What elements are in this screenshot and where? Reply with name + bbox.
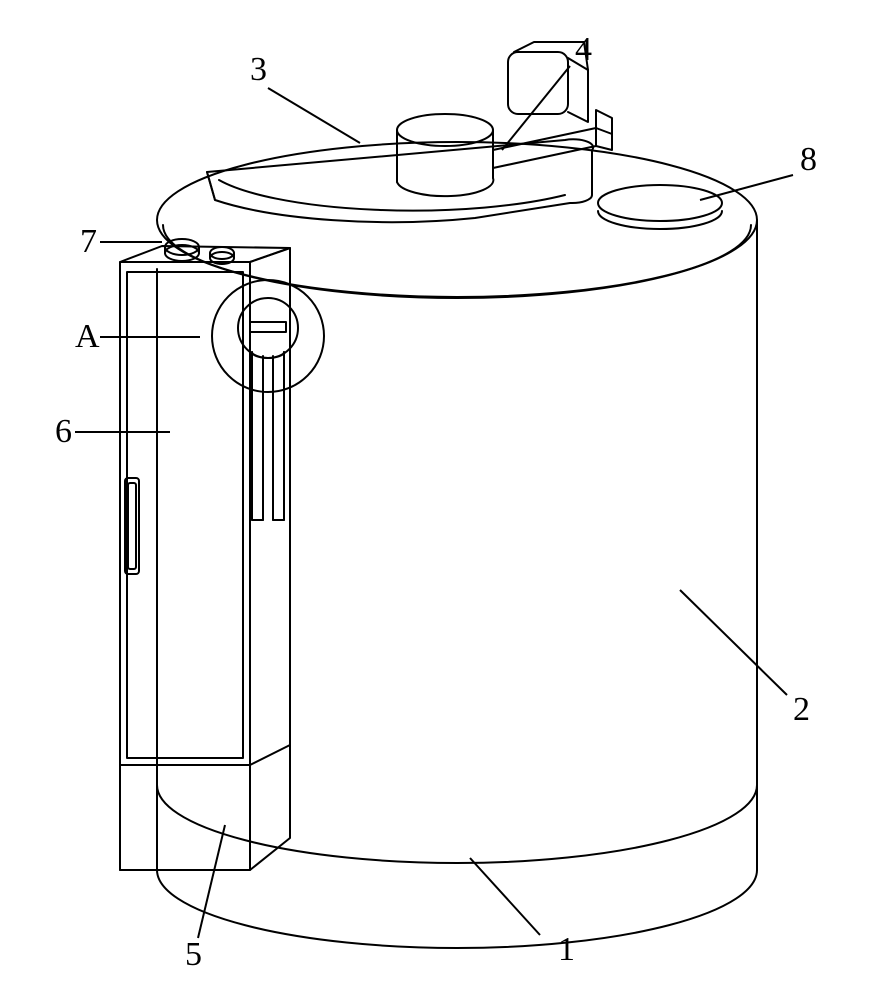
part-2-body [157,220,757,785]
part-4-hub [397,114,596,196]
label-A: A [75,318,100,355]
leader-line-4 [502,66,570,150]
top-motor-block [508,42,612,150]
leader-line-3 [268,88,360,143]
part-5-6-box [120,246,290,870]
label-1: 1 [558,931,575,968]
label-4: 4 [575,31,592,68]
detail-A [212,280,324,520]
label-7: 7 [80,223,97,260]
label-8: 8 [800,141,817,178]
leader-line-5 [198,825,225,938]
label-5: 5 [185,936,202,973]
leader-line-1 [470,858,540,935]
leader-line-2 [680,590,787,695]
part-3-tray [207,139,593,222]
label-6: 6 [55,413,72,450]
label-3: 3 [250,51,267,88]
label-2: 2 [793,691,810,728]
part-8-opening [598,185,722,229]
